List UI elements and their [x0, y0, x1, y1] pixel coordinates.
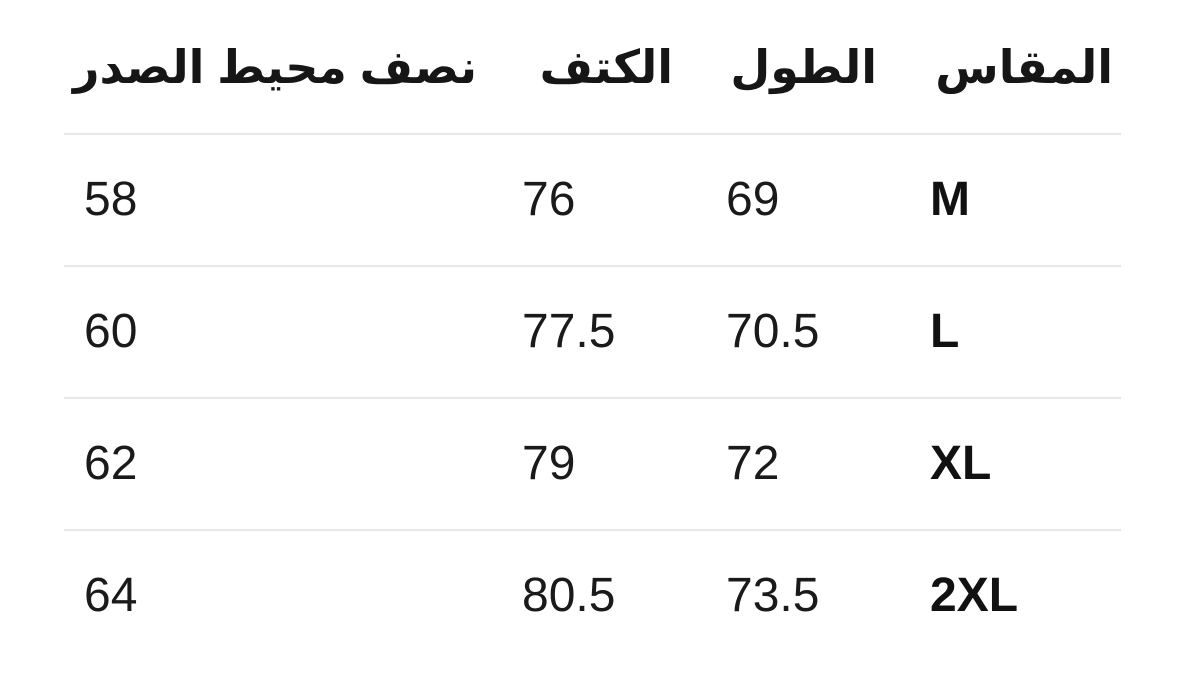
cell-half-chest: 64 [84, 569, 138, 622]
cell-half-chest: 62 [84, 437, 138, 490]
cell-size: XL [930, 437, 992, 490]
cell-shoulder: 79 [522, 437, 576, 490]
cell-half-chest: 58 [84, 173, 138, 226]
cell-shoulder: 76 [522, 173, 576, 226]
size-chart-table: المقاس الطول الكتف نصف محيط الصدر M 69 7… [64, 0, 1121, 661]
cell-size: M [930, 173, 970, 226]
size-chart-header-row: المقاس الطول الكتف نصف محيط الصدر [64, 0, 1121, 135]
cell-length: 73.5 [726, 569, 820, 622]
table-row-2xl: 2XL 73.5 80.5 64 [64, 531, 1121, 661]
header-length: الطول [730, 40, 877, 93]
cell-shoulder: 77.5 [522, 305, 616, 358]
cell-length: 70.5 [726, 305, 820, 358]
cell-size: L [930, 305, 960, 358]
header-size: المقاس [935, 40, 1113, 93]
table-row-l: L 70.5 77.5 60 [64, 267, 1121, 399]
table-row-xl: XL 72 79 62 [64, 399, 1121, 531]
cell-shoulder: 80.5 [522, 569, 616, 622]
header-shoulder: الكتف [539, 40, 673, 93]
cell-size: 2XL [930, 569, 1019, 622]
cell-half-chest: 60 [84, 305, 138, 358]
table-row-m: M 69 76 58 [64, 135, 1121, 267]
cell-length: 72 [726, 437, 780, 490]
header-half-chest: نصف محيط الصدر [72, 40, 477, 93]
cell-length: 69 [726, 173, 780, 226]
